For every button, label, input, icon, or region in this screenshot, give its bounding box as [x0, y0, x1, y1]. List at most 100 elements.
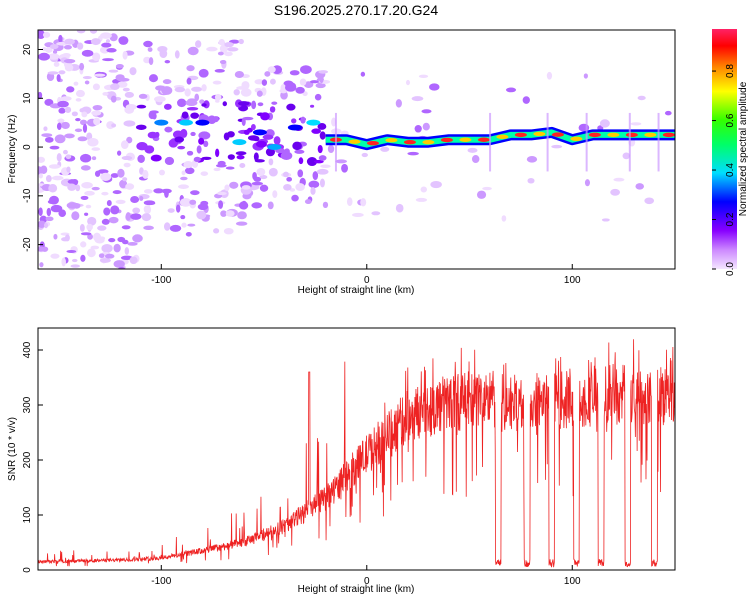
spectrogram-cell [64, 133, 75, 139]
snr-y-tick-label: 0 [22, 567, 33, 573]
spectrogram-cell [630, 122, 642, 126]
spectrogram-cell [235, 221, 248, 226]
spectrogram-cell [214, 68, 225, 73]
spectrogram-cell [501, 215, 507, 222]
spectrogram-cell [201, 156, 212, 161]
spectrogram-cell [70, 264, 80, 268]
spectrogram-cell [38, 173, 43, 179]
spectrogram-noise-blobs [38, 30, 672, 269]
spectrogram-cell [154, 96, 166, 103]
snr-frame [37, 327, 676, 571]
spectrogram-cell [75, 117, 81, 122]
spectrogram-cell [164, 126, 173, 133]
spectrogram-cell [142, 169, 149, 179]
spectrogram-cell [61, 237, 70, 242]
spectrogram-cell [206, 46, 218, 52]
spectrogram-cell [117, 236, 126, 243]
spectrogram-cell [108, 237, 116, 243]
spectrogram-cell [237, 211, 247, 220]
spectrogram-cell [101, 191, 109, 196]
ridge-peak-cell [477, 137, 490, 142]
spectrogram-cell [40, 165, 48, 174]
spectrogram-cell [117, 77, 130, 82]
spectrogram-hot-cell [232, 139, 247, 146]
spectrogram-cell [72, 258, 78, 263]
spectrogram-cell [117, 168, 125, 178]
spectrogram-cell [196, 210, 207, 220]
spectrogram-cell [79, 223, 85, 232]
spectrogram-cell [197, 203, 209, 211]
spectrogram-cell [218, 38, 225, 46]
spectrogram-cell [224, 51, 233, 57]
spectrogram-cell [80, 153, 92, 163]
spectrogram-cell [181, 222, 187, 228]
spectrogram-cell [256, 90, 263, 97]
spectrogram-cell [101, 42, 112, 48]
snr-x-tick-label: -100 [151, 576, 171, 587]
spectrogram-cell [191, 86, 203, 92]
spectrogram-cell [181, 170, 186, 176]
spectrogram-cell [268, 158, 274, 166]
spectrogram-cell [112, 190, 122, 195]
spectrogram-cell [124, 91, 134, 98]
spectrogram-cell [309, 104, 315, 108]
spectrogram-cell [318, 155, 327, 161]
spectrogram-cell [264, 71, 271, 77]
spectrogram-cell [238, 201, 249, 210]
spectrogram-cell [613, 177, 625, 182]
spectrogram-cell [180, 176, 188, 181]
spectrogram-cell [135, 124, 147, 130]
spectrogram-cell [110, 205, 120, 215]
spectrogram-cell [167, 208, 175, 213]
spectrogram-cell [317, 123, 327, 130]
spectrogram-cell [153, 188, 164, 194]
spectrogram-cell [113, 243, 121, 253]
spectrogram-cell [526, 155, 538, 163]
spectrogram-cell [122, 177, 128, 182]
spectrogram-cell [121, 225, 131, 230]
spectrogram-cell [132, 207, 141, 214]
spectrogram-cell [292, 141, 302, 151]
snr-x-label: Height of straight line (km) [298, 584, 415, 595]
spectrogram-cell [233, 89, 240, 96]
spectrogram-cell [174, 86, 186, 93]
spectrogram-cell [63, 44, 72, 50]
spectrogram-cell [601, 218, 610, 222]
spectrogram-cell [227, 47, 239, 52]
spectrogram-cell [180, 198, 192, 207]
spectrogram-cell [183, 160, 194, 169]
spectrogram-cell [75, 89, 85, 98]
spectrogram-cell [322, 201, 329, 209]
spectrogram-cell [415, 197, 428, 202]
spectrogram-cell [411, 96, 424, 102]
spectrogram-cell [99, 236, 106, 240]
spectrogram-cell [190, 190, 200, 196]
spectrogram-cell [247, 135, 259, 141]
spectrogram-cell [164, 156, 175, 166]
spectrogram-cell [38, 30, 46, 40]
spectrogram-cell [61, 257, 66, 267]
spectrogram-cell [106, 200, 112, 207]
spectrogram-cell [67, 183, 77, 191]
snr-y-label: SNR (10 * v/v) [7, 417, 18, 481]
spectrogram-cell [163, 222, 171, 231]
spectrogram-cell [255, 140, 267, 148]
spectrogram-cell [189, 199, 197, 205]
spectrogram-cell [45, 175, 52, 183]
ridge-peak-cell [533, 131, 546, 137]
spectrogram-cell [90, 245, 100, 250]
spectrogram-cell [308, 180, 320, 189]
spectrogram-cell [283, 183, 292, 191]
snr-y-tick-label: 400 [22, 341, 33, 358]
ridge-peak-cell [385, 138, 398, 143]
spectrogram-cell [102, 58, 114, 62]
spectrogram-cell [319, 178, 325, 188]
spectrogram-cell [104, 253, 115, 259]
spectrogram-y-tick-label: 10 [22, 92, 33, 104]
spectrogram-cell [175, 204, 181, 213]
spectrogram-cell [213, 228, 220, 234]
snr-y-ticks: 0 100 200 300 400 [22, 341, 43, 573]
spectrogram-cell [583, 73, 588, 79]
spectrogram-cell [38, 91, 43, 100]
